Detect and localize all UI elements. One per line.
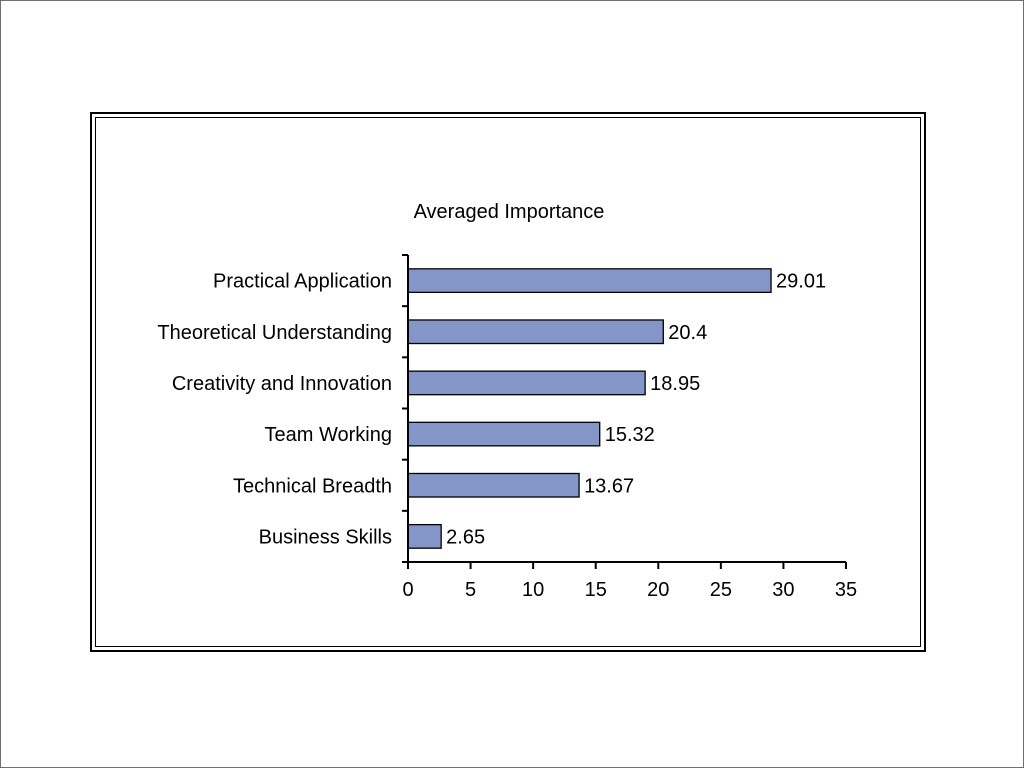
chart-title: Averaged Importance (414, 201, 605, 223)
x-tick-label: 0 (402, 579, 413, 601)
category-label: Creativity and Innovation (172, 373, 392, 395)
category-label: Team Working (265, 424, 392, 446)
data-label: 29.01 (776, 271, 826, 293)
bar (407, 319, 664, 345)
category-label: Technical Breadth (233, 475, 392, 497)
data-label: 2.65 (446, 526, 485, 548)
x-tick-label: 5 (465, 579, 476, 601)
chart-frame (90, 112, 926, 652)
x-tick-label: 30 (772, 579, 794, 601)
x-tick-label: 15 (585, 579, 607, 601)
labels-layer: Practical Application 29.01 Theoretical Un… (157, 271, 857, 601)
x-tick-label: 20 (647, 579, 669, 601)
x-tick-label: 10 (522, 579, 544, 601)
category-label: Business Skills (259, 526, 392, 548)
bar (407, 523, 442, 549)
category-label: Theoretical Understanding (157, 322, 392, 344)
data-label: 18.95 (650, 373, 700, 395)
bars-layer (407, 268, 772, 549)
x-tick-label: 25 (710, 579, 732, 601)
category-label: Practical Application (213, 271, 392, 293)
x-tick-label: 35 (835, 579, 857, 601)
data-label: 20.4 (668, 322, 707, 344)
chart-frame-inner (95, 117, 921, 647)
bar (407, 472, 580, 498)
bar (407, 268, 772, 294)
bar (407, 421, 601, 447)
data-label: 13.67 (584, 475, 634, 497)
data-label: 15.32 (605, 424, 655, 446)
bar (407, 370, 646, 396)
axes-layer (402, 254, 847, 569)
